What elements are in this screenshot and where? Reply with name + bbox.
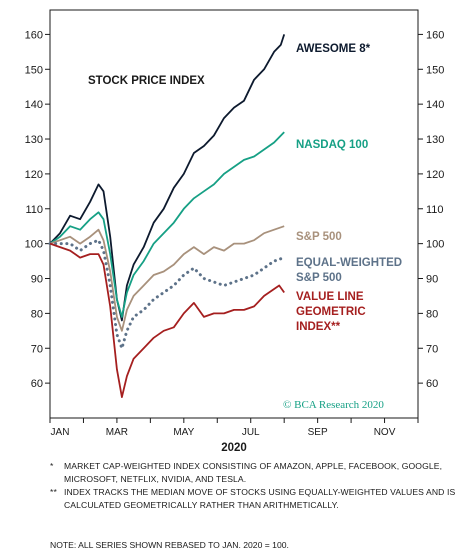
y-tick-label-left: 100 (25, 239, 43, 251)
y-tick-label-left: 90 (31, 274, 43, 286)
y-tick-label-right: 70 (426, 343, 438, 355)
series-line-nasdaq (49, 131, 285, 318)
series-line-sp500 (49, 225, 285, 332)
y-tick-label-right: 160 (426, 29, 444, 41)
y-tick-label-right: 150 (426, 64, 444, 76)
y-tick-label-left: 110 (25, 204, 43, 216)
footnote-1-mark: * (50, 461, 54, 471)
rebase-note: NOTE: ALL SERIES SHOWN REBASED TO JAN. 2… (50, 540, 289, 550)
footnote-1: * MARKET CAP-WEIGHTED INDEX CONSISTING O… (50, 460, 460, 486)
x-tick-label: NOV (374, 427, 396, 438)
y-tick-label-right: 100 (426, 239, 444, 251)
y-tick-label-right: 60 (426, 378, 438, 390)
y-axis-right: 60 70 80 90 100 110 120 130 140 150 160 (418, 29, 444, 390)
series-line-equal (48, 238, 286, 350)
stock-price-chart: 60 70 80 90 100 110 120 130 140 150 160 60 70 80 90 10… (25, 9, 444, 454)
footnote-2-text: INDEX TRACKS THE MEDIAN MOVE OF STOCKS U… (64, 487, 456, 510)
footnote-1-text: MARKET CAP-WEIGHTED INDEX CONSISTING OF … (64, 461, 443, 484)
footnote-2: ** INDEX TRACKS THE MEDIAN MOVE OF STOCK… (50, 486, 460, 512)
label-valueline-line3: INDEX** (296, 321, 341, 333)
label-awesome: AWESOME 8* (296, 43, 371, 55)
y-tick-label-left: 70 (31, 343, 43, 355)
x-tick-label: JAN (51, 427, 70, 438)
x-axis: JAN MAR MAY JUL SEP NOV (49, 418, 419, 438)
label-equal-line2: S&P 500 (296, 272, 342, 284)
footnotes: * MARKET CAP-WEIGHTED INDEX CONSISTING O… (50, 460, 460, 512)
y-axis-left: 60 70 80 90 100 110 120 130 140 150 160 (25, 29, 50, 390)
y-tick-label-right: 80 (426, 308, 438, 320)
y-tick-label-left: 120 (25, 169, 43, 181)
y-tick-label-right: 140 (426, 99, 444, 111)
label-valueline-line1: VALUE LINE (296, 291, 364, 303)
x-tick-label: JUL (242, 427, 260, 438)
series-group (48, 34, 286, 398)
series-line-valueline (49, 242, 285, 398)
y-tick-label-left: 150 (25, 64, 43, 76)
y-tick-label-left: 160 (25, 29, 43, 41)
series-line-awesome (49, 34, 286, 322)
x-axis-title: 2020 (221, 442, 247, 454)
credit-text: © BCA Research 2020 (283, 399, 384, 411)
y-tick-label-left: 130 (25, 134, 43, 146)
label-equal-line1: EQUAL-WEIGHTED (296, 257, 402, 269)
y-tick-label-left: 60 (31, 378, 43, 390)
x-tick-label: MAY (173, 427, 194, 438)
y-tick-label-left: 80 (31, 308, 43, 320)
y-tick-label-right: 110 (426, 204, 444, 216)
y-tick-label-right: 130 (426, 134, 444, 146)
plot-area-frame (49, 9, 419, 419)
label-nasdaq: NASDAQ 100 (296, 139, 368, 151)
x-tick-label: SEP (308, 427, 328, 438)
y-tick-label-right: 120 (426, 169, 444, 181)
y-tick-label-left: 140 (25, 99, 43, 111)
x-tick-label: MAR (106, 427, 128, 438)
chart-title: STOCK PRICE INDEX (88, 75, 205, 87)
label-valueline-line2: GEOMETRIC (296, 306, 366, 318)
footnote-2-mark: ** (50, 487, 57, 497)
y-tick-label-right: 90 (426, 274, 438, 286)
label-sp500: S&P 500 (296, 231, 342, 243)
